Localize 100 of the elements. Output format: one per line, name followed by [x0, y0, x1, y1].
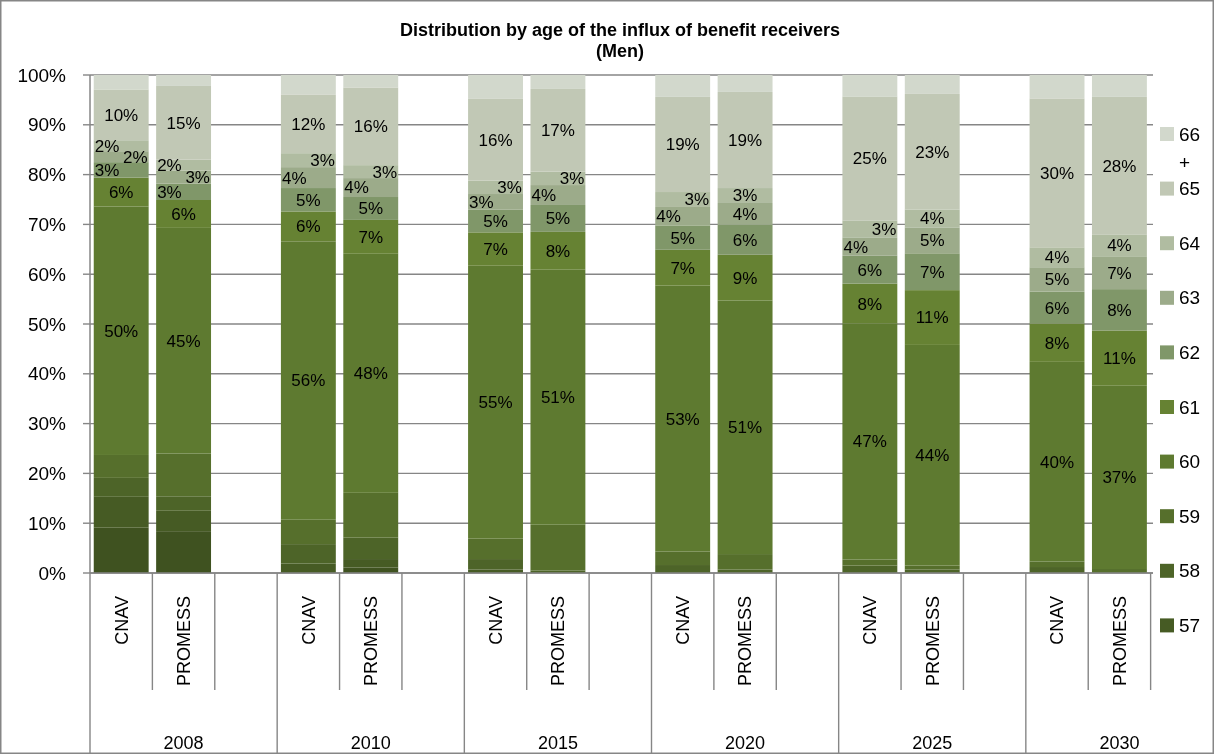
data-label: 16%	[353, 117, 388, 137]
data-label: 19%	[665, 135, 700, 155]
data-label: 40%	[1040, 452, 1075, 472]
data-label: 19%	[728, 130, 763, 150]
legend-label: 65	[1179, 178, 1201, 200]
data-label: 5%	[919, 231, 945, 251]
x-tick-label: PROMESS	[173, 596, 194, 687]
chart-subtitle: (Men)	[596, 41, 644, 61]
legend-label: 63	[1179, 287, 1201, 309]
y-tick-label: 40%	[27, 363, 67, 385]
data-label: 53%	[665, 409, 700, 429]
x-tick-label: PROMESS	[922, 596, 943, 687]
data-label: 6%	[171, 204, 196, 224]
data-label: 5%	[670, 228, 695, 248]
data-label: 30%	[1040, 163, 1075, 183]
data-label: 11%	[1103, 349, 1136, 369]
data-label: 8%	[1107, 300, 1132, 320]
data-label: 8%	[1044, 333, 1070, 353]
x-tick-label: CNAV	[672, 596, 693, 645]
data-label: 7%	[670, 258, 695, 278]
data-label: 15%	[166, 113, 201, 133]
text: 2008	[163, 733, 204, 753]
x-tick-label: CNAV	[1047, 596, 1068, 645]
data-label: 4%	[843, 237, 869, 257]
y-tick-label: 80%	[27, 164, 67, 186]
data-label: 10%	[104, 105, 139, 125]
data-label: 3%	[372, 162, 398, 182]
data-label: 3%	[871, 219, 897, 239]
x-tick-label: CNAV	[860, 596, 881, 645]
data-label: 23%	[915, 142, 950, 162]
y-tick-label: 30%	[27, 413, 67, 435]
data-label: 7%	[358, 227, 384, 247]
data-label: 6%	[1044, 298, 1070, 318]
data-label: 3%	[469, 192, 494, 212]
legend-label: 57	[1179, 615, 1201, 637]
data-label: 3%	[497, 178, 522, 198]
data-label: 3%	[310, 151, 335, 171]
data-label: 25%	[852, 149, 887, 169]
data-label: 4%	[919, 209, 945, 229]
data-label: 4%	[656, 207, 681, 227]
legend-label: 60	[1179, 451, 1201, 473]
data-label: 50%	[104, 321, 139, 341]
data-label: 55%	[478, 393, 513, 413]
x-tick-label: PROMESS	[735, 596, 756, 687]
x-tick-label: CNAV	[485, 596, 506, 645]
x-tick-label: CNAV	[298, 596, 319, 645]
data-label: 12%	[291, 114, 326, 134]
data-label: 4%	[732, 204, 758, 224]
data-label: 4%	[281, 168, 307, 188]
data-label: 5%	[1044, 270, 1070, 290]
legend-label: 61	[1179, 396, 1201, 418]
data-label: 3%	[157, 182, 182, 202]
data-label: 3%	[559, 169, 585, 189]
data-label: 8%	[545, 241, 571, 261]
data-label: 44%	[915, 446, 950, 466]
data-label: 8%	[857, 294, 883, 314]
data-label: 51%	[728, 418, 763, 438]
x-tick-label: PROMESS	[361, 596, 382, 687]
text: 2025	[912, 733, 953, 753]
legend-label: 59	[1179, 505, 1201, 527]
x-tick-label: PROMESS	[1109, 596, 1130, 687]
data-label: 16%	[478, 130, 513, 150]
data-label: 4%	[1107, 236, 1132, 256]
data-label: 9%	[732, 268, 758, 288]
data-label: 17%	[540, 121, 575, 141]
data-label: 6%	[108, 182, 134, 202]
x-tick-label: CNAV	[111, 596, 132, 645]
data-label: 5%	[358, 199, 384, 219]
text: 2010	[350, 733, 391, 753]
text: 2020	[725, 733, 766, 753]
y-tick-label: 20%	[27, 463, 67, 485]
y-tick-label: 90%	[27, 114, 67, 136]
legend-label: 58	[1179, 560, 1201, 582]
data-label: 5%	[483, 211, 508, 231]
data-label: 3%	[94, 160, 120, 180]
data-label: 3%	[684, 190, 710, 210]
data-label: 2%	[123, 147, 148, 167]
data-label: 45%	[166, 331, 201, 351]
y-tick-label: 10%	[27, 512, 67, 534]
data-label: 6%	[296, 217, 321, 237]
data-label: 11%	[915, 308, 949, 328]
text: 2015	[537, 733, 578, 753]
data-label: 5%	[296, 190, 321, 210]
text: 2030	[1099, 733, 1140, 753]
data-label: 7%	[919, 262, 945, 282]
data-label: 3%	[185, 168, 210, 188]
data-label: 56%	[291, 371, 326, 391]
legend-label: 62	[1179, 342, 1201, 364]
legend-label: 64	[1179, 232, 1201, 254]
data-label: 28%	[1102, 156, 1137, 176]
data-label: 37%	[1102, 468, 1137, 488]
data-label: 3%	[732, 186, 758, 206]
data-label: 6%	[732, 230, 758, 250]
y-tick-label: 100%	[17, 64, 67, 86]
data-label: 4%	[531, 185, 557, 205]
data-label: 7%	[1107, 263, 1132, 283]
data-label: 2%	[157, 156, 182, 176]
data-label: 4%	[344, 178, 369, 198]
data-label: 5%	[545, 209, 571, 229]
legend-label: 66 +	[1179, 123, 1201, 173]
